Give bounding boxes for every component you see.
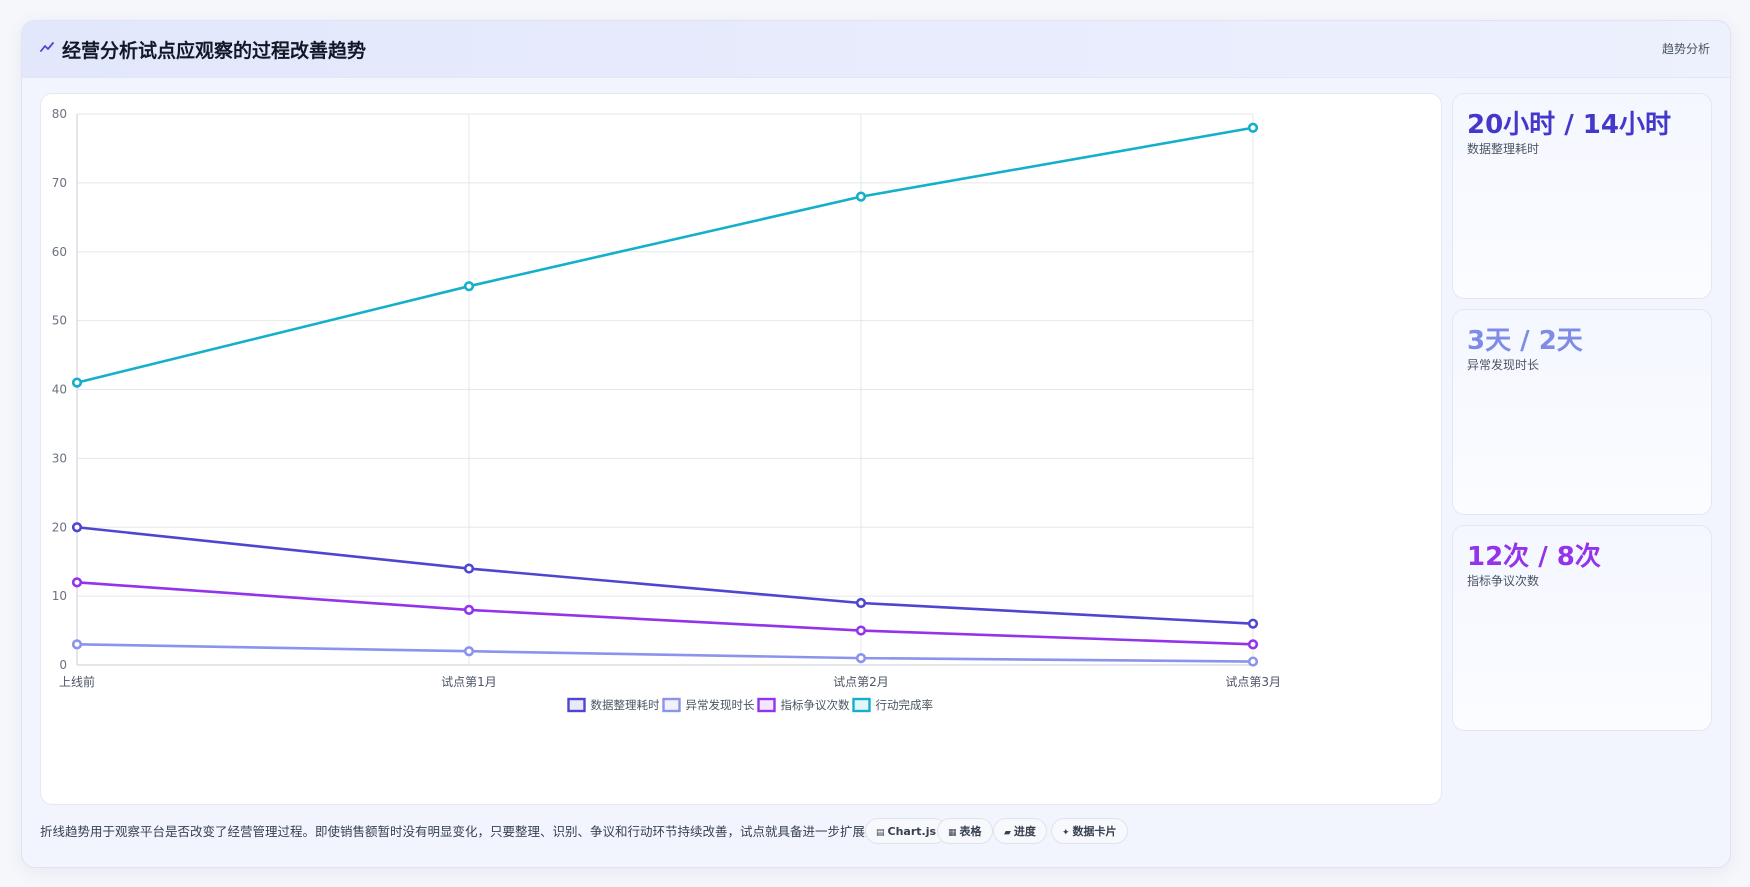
data-point bbox=[855, 191, 867, 202]
chart-icon: ▤ bbox=[876, 828, 885, 838]
legend-label: 异常发现时长 bbox=[686, 698, 755, 712]
chip-label: 数据卡片 bbox=[1072, 825, 1117, 838]
stat-card-disputes: 12次 / 8次 指标争议次数 bbox=[1452, 525, 1712, 731]
data-point bbox=[1247, 122, 1259, 133]
data-point bbox=[855, 597, 867, 609]
stat-label: 数据整理耗时 bbox=[1467, 142, 1540, 156]
data-point bbox=[463, 604, 475, 616]
legend-swatch bbox=[852, 697, 871, 713]
y-tick-label: 40 bbox=[52, 383, 67, 397]
y-tick-label: 10 bbox=[52, 589, 67, 603]
y-tick-label: 20 bbox=[52, 520, 67, 534]
x-tick-label: 试点第1月 bbox=[441, 674, 497, 689]
legend-label: 行动完成率 bbox=[876, 698, 934, 712]
series-line bbox=[76, 126, 1254, 384]
data-point bbox=[855, 625, 867, 636]
stat-label: 指标争议次数 bbox=[1467, 574, 1540, 588]
footer-note: 折线趋势用于观察平台是否改变了经营管理过程。即使销售额暂时没有明显变化，只要整理… bbox=[40, 824, 916, 839]
series-line bbox=[76, 643, 1254, 663]
legend-swatch bbox=[757, 697, 776, 713]
trend-panel: 经营分析试点应观察的过程改善趋势 趋势分析 0 10 20 30 40 50 60 70 80 上… bbox=[21, 20, 1731, 868]
sparkle-icon: ✦ bbox=[1062, 828, 1070, 838]
chip-chartjs[interactable]: ▤ Chart.js bbox=[865, 818, 948, 844]
stat-card-anomaly: 3天 / 2天 异常发现时长 bbox=[1452, 309, 1712, 515]
page-title: 经营分析试点应观察的过程改善趋势 bbox=[62, 40, 367, 62]
chip-progress[interactable]: ▰ 进度 bbox=[993, 818, 1047, 844]
legend-label: 数据整理耗时 bbox=[591, 698, 660, 712]
category-tag: 趋势分析 bbox=[1661, 42, 1710, 56]
panel-header: 经营分析试点应观察的过程改善趋势 趋势分析 bbox=[22, 21, 1730, 78]
data-point bbox=[463, 646, 475, 657]
series-line bbox=[76, 581, 1254, 646]
progress-icon: ▰ bbox=[1004, 828, 1011, 838]
data-point bbox=[463, 281, 475, 292]
chip-label: 进度 bbox=[1013, 825, 1036, 838]
stat-value: 12次 / 8次 bbox=[1467, 542, 1601, 572]
data-point bbox=[1247, 639, 1259, 650]
y-tick-label: 60 bbox=[52, 245, 67, 259]
series-line bbox=[76, 525, 1254, 625]
legend-label: 指标争议次数 bbox=[781, 698, 850, 712]
chip-label: 表格 bbox=[959, 825, 982, 838]
data-point bbox=[71, 639, 83, 650]
chart-card: 0 10 20 30 40 50 60 70 80 上线前 试点第1月 试点第2月 试点第3月数据整理耗… bbox=[40, 93, 1442, 805]
data-point bbox=[1247, 656, 1259, 667]
data-point bbox=[71, 377, 83, 388]
y-tick-label: 50 bbox=[52, 314, 67, 328]
data-point bbox=[1247, 618, 1259, 629]
chip-data-card[interactable]: ✦ 数据卡片 bbox=[1051, 818, 1128, 844]
y-tick-label: 0 bbox=[59, 658, 67, 672]
chip-table[interactable]: ▦ 表格 bbox=[937, 818, 993, 844]
y-tick-label: 80 bbox=[52, 107, 67, 121]
stat-card-data-prep: 20小时 / 14小时 数据整理耗时 bbox=[1452, 93, 1712, 299]
line-chart: 0 10 20 30 40 50 60 70 80 上线前 试点第1月 试点第2月 试点第3月数据整理耗… bbox=[52, 107, 1281, 713]
trend-line-icon bbox=[40, 42, 54, 52]
x-tick-label: 试点第2月 bbox=[833, 674, 889, 689]
chip-label: Chart.js bbox=[887, 825, 937, 838]
data-point bbox=[463, 563, 475, 574]
legend-swatch bbox=[567, 697, 586, 713]
table-icon: ▦ bbox=[948, 828, 957, 838]
y-tick-label: 70 bbox=[52, 176, 67, 190]
stat-label: 异常发现时长 bbox=[1467, 358, 1540, 372]
x-tick-label: 上线前 bbox=[59, 674, 95, 689]
legend-swatch bbox=[662, 697, 681, 713]
stat-value: 3天 / 2天 bbox=[1467, 326, 1583, 356]
x-tick-label: 试点第3月 bbox=[1225, 674, 1281, 689]
y-tick-label: 30 bbox=[52, 451, 67, 465]
stat-value: 20小时 / 14小时 bbox=[1467, 110, 1671, 140]
data-point bbox=[855, 653, 867, 664]
data-point bbox=[71, 577, 83, 588]
data-point bbox=[71, 522, 83, 533]
